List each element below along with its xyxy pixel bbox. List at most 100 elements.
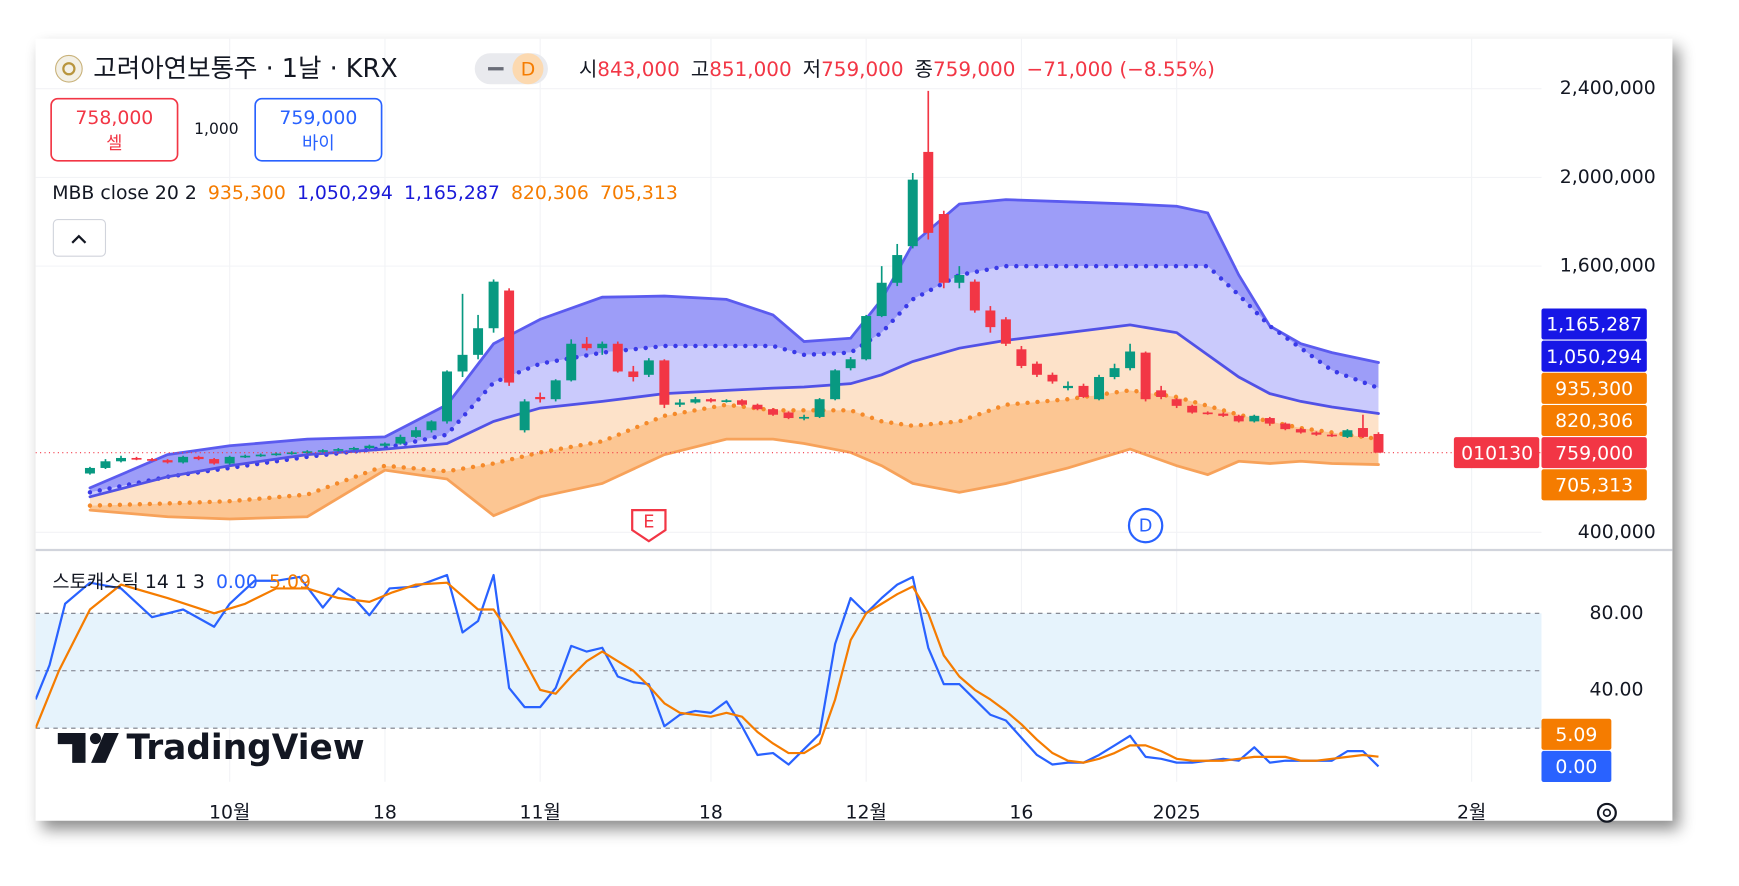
stoch-legend: 스토캐스틱 14 1 3 0.00 5.09 bbox=[52, 571, 311, 593]
band-line bbox=[88, 198, 1380, 490]
candle-body bbox=[333, 449, 344, 451]
x-tick-label: 18 bbox=[373, 802, 397, 823]
price-tag bbox=[1541, 437, 1647, 469]
sell-button[interactable] bbox=[50, 97, 179, 162]
candle-body bbox=[1047, 374, 1058, 382]
candle-body bbox=[1094, 377, 1105, 400]
candle-body bbox=[1326, 434, 1337, 437]
candle-body bbox=[286, 452, 297, 455]
ohlc-key: 시 bbox=[579, 56, 597, 80]
candle-body bbox=[566, 343, 577, 381]
candle-body bbox=[923, 151, 934, 233]
candle-body bbox=[954, 275, 965, 283]
event-marker bbox=[631, 508, 667, 543]
candle-body bbox=[1357, 428, 1368, 437]
candle-body bbox=[1187, 405, 1198, 413]
candle-body bbox=[907, 179, 918, 247]
candle-body bbox=[768, 409, 779, 415]
candle-body bbox=[721, 400, 732, 402]
x-tick-label: 12월 bbox=[846, 801, 887, 823]
candle-body bbox=[209, 459, 220, 464]
symbol-title: 고려아연보통주 · 1날 · KRX bbox=[93, 54, 397, 84]
band-line bbox=[88, 323, 1380, 499]
logo-mark bbox=[57, 732, 86, 763]
spread: 1,000 bbox=[194, 120, 238, 138]
candle-body bbox=[643, 360, 654, 375]
logo-mark-dot bbox=[89, 732, 102, 745]
event-marker bbox=[1127, 507, 1164, 544]
price-tag bbox=[1541, 404, 1647, 437]
sell-label: 셀 bbox=[106, 133, 122, 154]
price-tag bbox=[1541, 372, 1647, 404]
settings-icon bbox=[1602, 808, 1612, 817]
candle-body bbox=[1140, 352, 1151, 400]
candle-body bbox=[1109, 368, 1120, 378]
candle-body bbox=[752, 404, 763, 410]
candle-body bbox=[519, 401, 530, 431]
candle-body bbox=[985, 310, 996, 328]
legend-value: 705,313 bbox=[600, 182, 678, 203]
buy-button[interactable] bbox=[254, 97, 383, 162]
candle-body bbox=[131, 457, 142, 460]
legend-value: 0.00 bbox=[216, 572, 258, 593]
price-tag bbox=[1541, 308, 1647, 340]
symbol-logo-mark bbox=[62, 62, 76, 76]
candle-body bbox=[1218, 413, 1229, 416]
candle-body bbox=[162, 460, 173, 463]
stoch-line bbox=[35, 573, 1380, 768]
candle-body bbox=[1295, 429, 1306, 433]
x-tick-label: 10월 bbox=[209, 801, 250, 823]
candle-body bbox=[224, 456, 235, 464]
logo-text: TradingView bbox=[127, 728, 365, 768]
candle-body bbox=[628, 371, 639, 378]
buy-price: 759,000 bbox=[279, 108, 357, 129]
price-tag bbox=[1541, 718, 1612, 750]
collapse-icon bbox=[71, 234, 87, 244]
price-tag bbox=[1541, 469, 1647, 501]
legend-value: 820,306 bbox=[511, 182, 589, 203]
candle-body bbox=[100, 461, 111, 468]
y-tick-label: 400,000 bbox=[1578, 522, 1656, 543]
settings-button[interactable] bbox=[1596, 802, 1617, 823]
price-tag-label: 0.00 bbox=[1555, 757, 1597, 778]
candle-body bbox=[1264, 418, 1275, 424]
candle-body bbox=[240, 455, 251, 458]
band-fill bbox=[89, 266, 1379, 497]
price-tag-label: 935,300 bbox=[1555, 379, 1633, 400]
band-line bbox=[87, 388, 1381, 508]
candle-body bbox=[442, 371, 453, 422]
ohlc-key: 고 bbox=[691, 56, 709, 80]
candle-body bbox=[1202, 412, 1213, 415]
ohlc-key: 저 bbox=[803, 56, 821, 80]
symbol-tag-label: 010130 bbox=[1461, 443, 1533, 464]
candle-body bbox=[364, 445, 375, 448]
candle-body bbox=[876, 282, 887, 317]
event-label: E bbox=[643, 512, 654, 532]
ohlc-value: 759,000 bbox=[933, 56, 1015, 80]
candle-body bbox=[178, 456, 189, 463]
x-tick-label: 16 bbox=[1009, 802, 1033, 823]
legend-value: 5.09 bbox=[269, 572, 311, 593]
ohlc-row: 시843,000 고851,000 저759,000 종759,000 −71,000 … bbox=[579, 56, 1215, 80]
indicator-legend: MBB close 20 2 935,300 1,050,294 1,165,287 8… bbox=[52, 182, 678, 203]
price-tag bbox=[1541, 340, 1647, 372]
candle-body bbox=[1078, 385, 1089, 397]
candle-body bbox=[581, 343, 592, 349]
candle-body bbox=[1373, 434, 1384, 453]
ohlc-value: 759,000 bbox=[821, 56, 903, 80]
band-line bbox=[88, 437, 1380, 521]
ohlc-key: 종 bbox=[915, 56, 933, 80]
price-tag-label: 759,000 bbox=[1555, 443, 1633, 464]
candle-body bbox=[473, 328, 484, 355]
y-tick-label: 80.00 bbox=[1590, 603, 1644, 624]
candle-body bbox=[1125, 351, 1136, 369]
candle-body bbox=[535, 396, 546, 400]
band-fill bbox=[89, 324, 1379, 506]
stoch-title: 스토캐스틱 14 1 3 bbox=[52, 571, 205, 593]
y-tick-label: 2,000,000 bbox=[1560, 167, 1656, 188]
candle-body bbox=[674, 402, 685, 405]
candle-body bbox=[379, 443, 390, 446]
candle-body bbox=[799, 416, 810, 419]
candle-body bbox=[830, 370, 841, 400]
